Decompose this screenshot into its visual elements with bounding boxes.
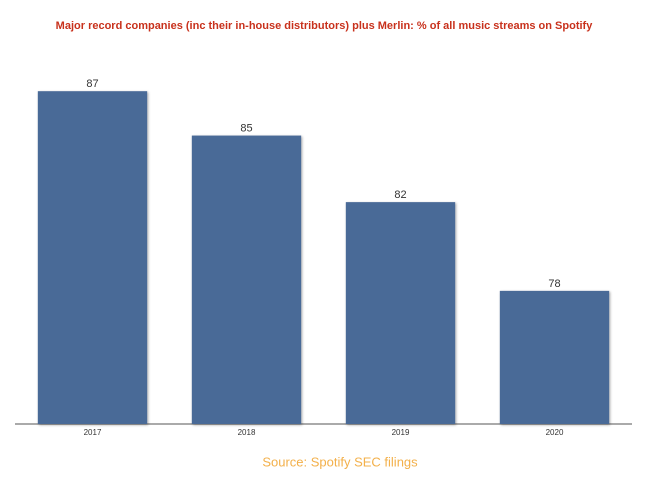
chart-title: Major record companies (inc their in-hou… bbox=[56, 20, 594, 32]
bar bbox=[191, 135, 302, 424]
value-label: 87 bbox=[86, 78, 98, 90]
x-tick-label: 2020 bbox=[546, 428, 564, 437]
x-tick-label: 2019 bbox=[392, 428, 410, 437]
x-tick-label: 2018 bbox=[238, 428, 256, 437]
value-label: 78 bbox=[548, 278, 560, 290]
x-tick-label: 2017 bbox=[84, 428, 102, 437]
bar bbox=[499, 290, 610, 424]
source-note: Source: Spotify SEC filings bbox=[262, 454, 418, 469]
bar bbox=[345, 202, 456, 424]
value-label: 82 bbox=[394, 189, 406, 201]
bar bbox=[37, 91, 148, 424]
value-label: 85 bbox=[240, 122, 252, 134]
